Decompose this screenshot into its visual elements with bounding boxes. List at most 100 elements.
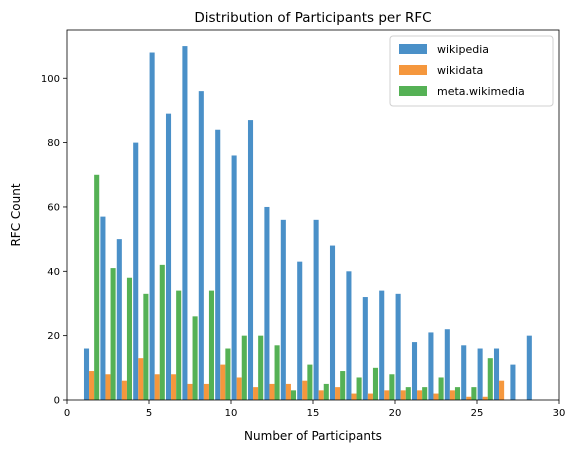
y-tick-label: 100	[41, 74, 60, 85]
bar-meta-wikimedia	[389, 374, 395, 400]
bar-wikipedia	[215, 129, 221, 400]
bar-wikidata	[302, 380, 308, 400]
bar-wikidata	[253, 387, 259, 400]
bar-meta-wikimedia	[307, 364, 313, 400]
bar-wikidata	[187, 383, 193, 400]
bar-wikidata	[89, 371, 95, 400]
bar-wikipedia	[379, 290, 385, 400]
bar-meta-wikimedia	[241, 335, 247, 400]
bar-wikipedia	[149, 52, 155, 401]
x-tick-label: 15	[307, 408, 320, 419]
bar-wikipedia	[100, 216, 106, 400]
bar-wikidata	[335, 387, 341, 400]
bar-meta-wikimedia	[454, 387, 461, 400]
bar-wikipedia	[493, 348, 500, 400]
bar-wikidata	[433, 393, 439, 400]
bar-wikipedia	[329, 245, 336, 400]
bar-wikipedia	[444, 329, 450, 400]
bar-wikipedia	[477, 348, 483, 400]
bar-wikipedia	[264, 206, 270, 400]
bar-wikipedia	[510, 364, 516, 400]
bar-meta-wikimedia	[487, 358, 493, 400]
legend-swatch	[399, 44, 427, 54]
bar-wikidata	[449, 390, 455, 400]
bar-wikidata	[138, 358, 144, 400]
bar-wikidata	[171, 374, 177, 400]
bar-wikidata	[499, 380, 505, 400]
x-axis-label: Number of Participants	[244, 429, 382, 443]
bar-meta-wikimedia	[126, 277, 133, 400]
bar-wikidata	[220, 364, 226, 400]
bar-meta-wikimedia	[290, 390, 297, 400]
bar-meta-wikimedia	[159, 264, 165, 400]
x-tick-label: 5	[146, 408, 152, 419]
bar-wikidata	[269, 383, 275, 400]
bar-wikipedia	[313, 219, 319, 400]
x-tick-label: 25	[471, 408, 484, 419]
legend-label: wikipedia	[437, 43, 489, 56]
bar-meta-wikimedia	[356, 377, 362, 400]
bar-wikidata	[482, 396, 488, 400]
bar-wikipedia	[165, 113, 172, 401]
y-tick-label: 80	[47, 138, 60, 149]
bar-wikidata	[417, 390, 423, 400]
bar-wikipedia	[461, 345, 467, 400]
y-tick-label: 0	[54, 396, 60, 407]
bar-wikipedia	[346, 271, 352, 400]
bar-meta-wikimedia	[340, 371, 346, 400]
bar-meta-wikimedia	[192, 316, 198, 400]
bar-wikipedia	[133, 142, 139, 400]
y-tick-label: 60	[47, 202, 60, 213]
legend-swatch	[399, 86, 427, 96]
bar-wikidata	[203, 383, 209, 400]
x-tick-label: 30	[553, 408, 566, 419]
bar-wikidata	[121, 380, 127, 400]
bar-wikidata	[318, 390, 324, 400]
legend-swatch	[399, 65, 427, 75]
bar-wikidata	[400, 390, 406, 400]
legend: wikipedia wikidata meta.wikimedia	[389, 35, 554, 107]
bar-meta-wikimedia	[258, 335, 264, 400]
x-tick-label: 20	[389, 408, 402, 419]
legend-frame	[389, 35, 554, 107]
bar-meta-wikimedia	[94, 174, 100, 400]
bar-meta-wikimedia	[274, 345, 280, 400]
chart-title: Distribution of Participants per RFC	[194, 10, 431, 26]
bar-wikidata	[236, 377, 242, 400]
bar-meta-wikimedia	[143, 293, 149, 400]
bar-wikipedia	[83, 348, 90, 400]
bar-wikipedia	[247, 120, 254, 400]
bar-wikidata	[466, 396, 472, 400]
y-axis-ticks: 0 20 40 60 80 100	[41, 74, 67, 407]
bars-group	[83, 46, 532, 401]
bar-wikidata	[367, 393, 373, 400]
bar-wikidata	[105, 374, 111, 400]
bar-meta-wikimedia	[471, 387, 477, 400]
bar-meta-wikimedia	[225, 348, 231, 400]
bar-meta-wikimedia	[110, 268, 116, 400]
bar-meta-wikimedia	[176, 290, 182, 400]
legend-label: meta.wikimedia	[437, 85, 525, 98]
bar-wikipedia	[182, 46, 188, 401]
y-axis-label: RFC Count	[9, 183, 23, 246]
x-tick-label: 10	[225, 408, 238, 419]
plot-frame	[66, 29, 560, 401]
bar-wikidata	[154, 374, 160, 400]
bar-meta-wikimedia	[208, 290, 215, 400]
bar-wikipedia	[395, 293, 401, 400]
bar-wikidata	[285, 383, 291, 400]
bar-wikipedia	[362, 297, 368, 400]
legend-label: wikidata	[437, 64, 483, 77]
bar-meta-wikimedia	[405, 387, 411, 400]
y-tick-label: 40	[47, 267, 60, 278]
bar-wikipedia	[280, 219, 286, 400]
bar-wikipedia	[411, 342, 418, 400]
y-tick-label: 20	[47, 331, 60, 342]
bar-wikipedia	[526, 335, 532, 400]
bar-meta-wikimedia	[323, 383, 329, 400]
bar-wikidata	[384, 390, 390, 400]
bar-meta-wikimedia	[372, 367, 379, 400]
bar-wikipedia	[231, 155, 237, 400]
bar-meta-wikimedia	[422, 387, 428, 400]
